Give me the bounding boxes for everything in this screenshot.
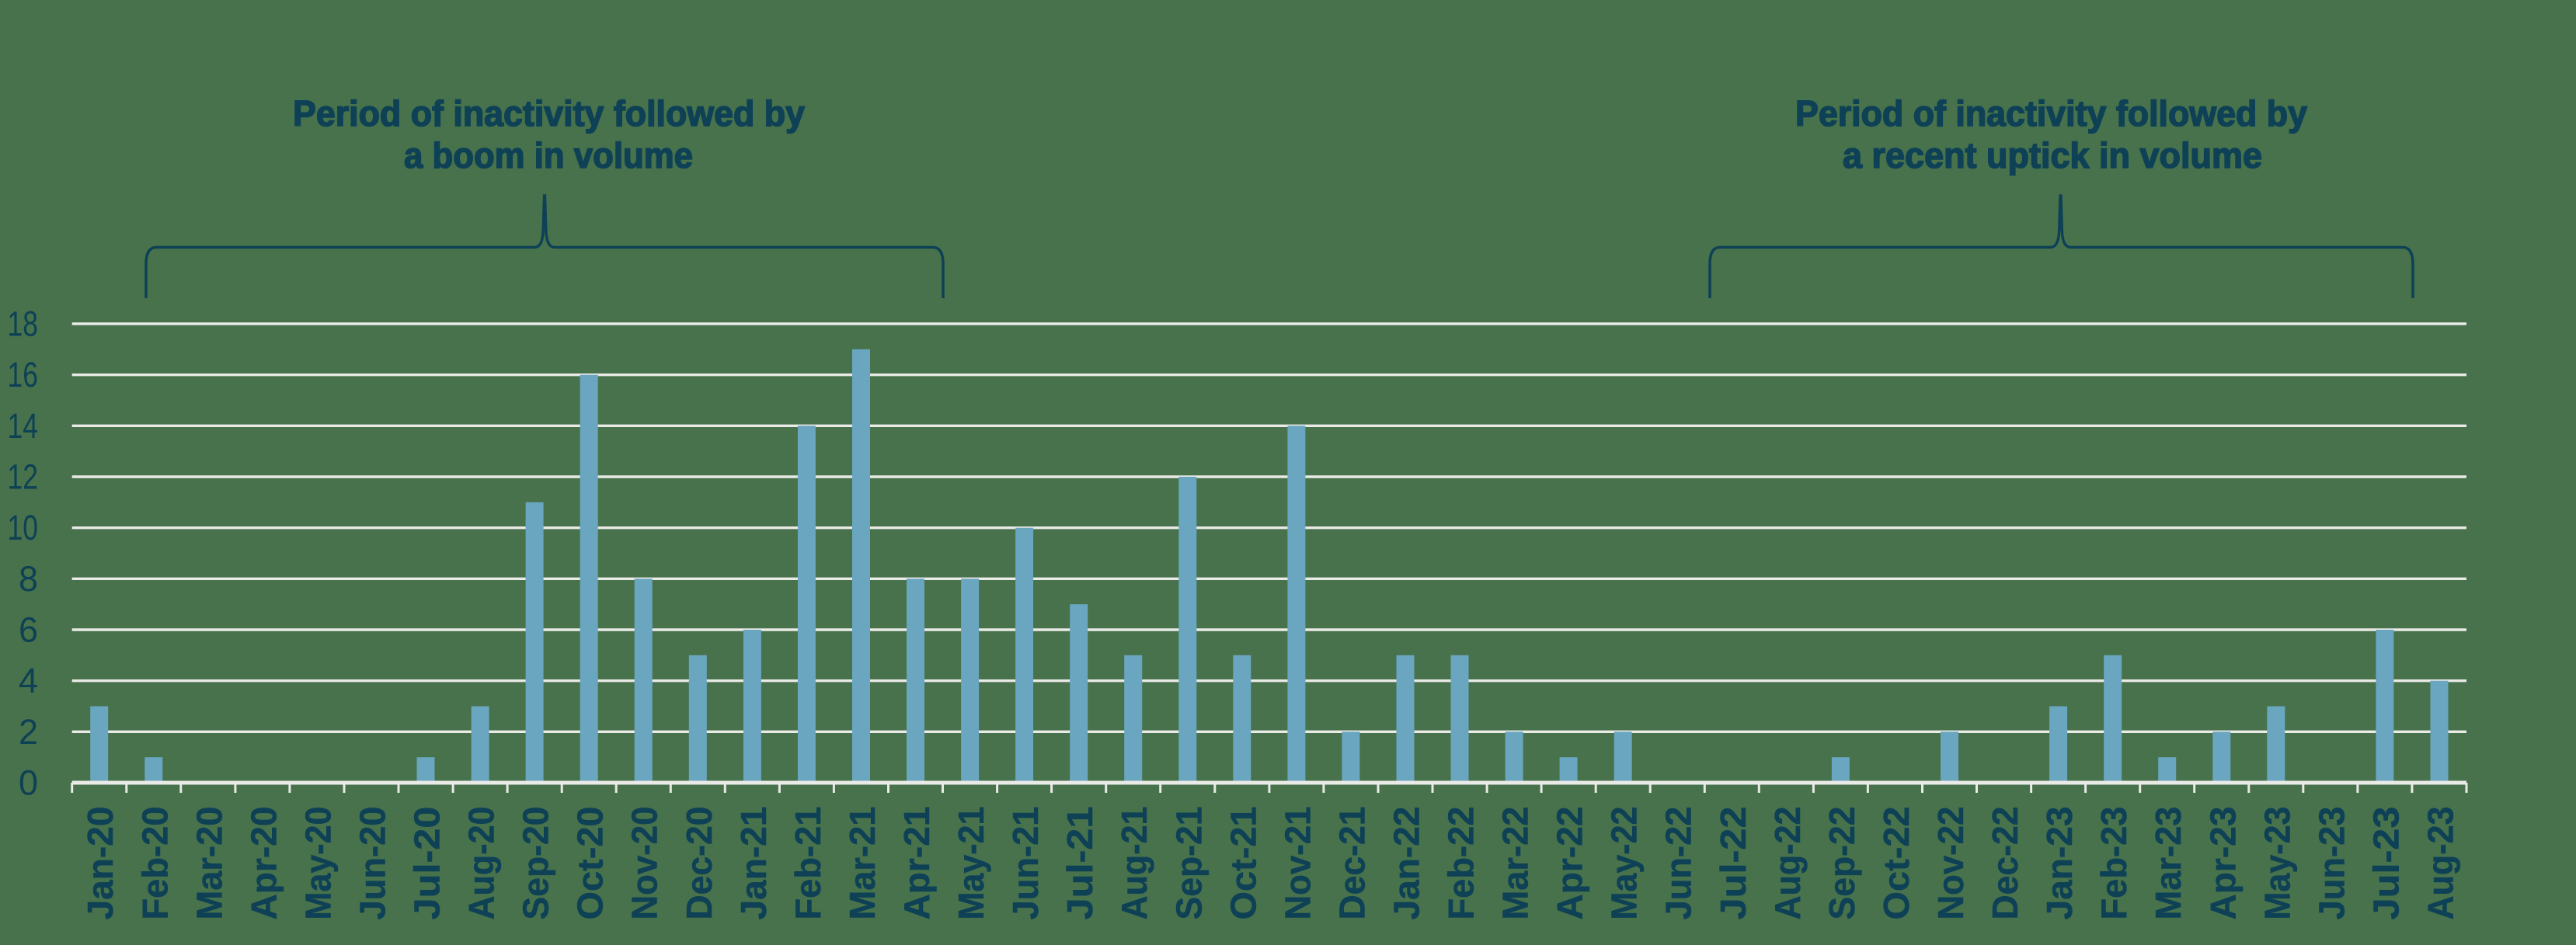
svg-text:4: 4 [19, 661, 38, 700]
svg-text:Nov-22: Nov-22 [1930, 807, 1971, 920]
svg-text:Sep-20: Sep-20 [516, 807, 556, 920]
svg-text:Jul-21: Jul-21 [1060, 807, 1100, 920]
svg-text:10: 10 [8, 508, 39, 547]
svg-text:Apr-20: Apr-20 [243, 807, 284, 920]
svg-text:2: 2 [19, 712, 38, 752]
svg-text:Mar-23: Mar-23 [2148, 807, 2188, 920]
svg-text:Oct-22: Oct-22 [1876, 807, 1916, 920]
svg-text:Aug-23: Aug-23 [2421, 807, 2461, 920]
svg-text:0: 0 [19, 763, 38, 803]
svg-text:Oct-20: Oct-20 [570, 807, 611, 920]
svg-text:12: 12 [8, 457, 39, 497]
svg-text:Dec-22: Dec-22 [1985, 807, 2025, 920]
svg-text:14: 14 [8, 406, 39, 446]
svg-text:Feb-20: Feb-20 [134, 807, 175, 920]
svg-text:Period of inactivity followed: Period of inactivity followed by [1795, 93, 2307, 134]
svg-text:Mar-20: Mar-20 [189, 807, 229, 920]
svg-text:Jun-20: Jun-20 [353, 807, 393, 920]
svg-text:Oct-21: Oct-21 [1223, 807, 1263, 920]
svg-text:a boom in volume: a boom in volume [404, 135, 693, 175]
svg-text:8: 8 [19, 559, 38, 599]
svg-text:Jul-22: Jul-22 [1713, 807, 1753, 920]
svg-text:6: 6 [19, 610, 38, 650]
svg-text:May-22: May-22 [1604, 807, 1645, 920]
svg-text:Aug-22: Aug-22 [1767, 807, 1808, 920]
svg-text:a recent uptick in volume: a recent uptick in volume [1843, 135, 2262, 175]
svg-text:Jan-22: Jan-22 [1387, 807, 1427, 920]
svg-text:Aug-20: Aug-20 [461, 807, 502, 920]
svg-text:Apr-23: Apr-23 [2202, 807, 2243, 920]
svg-text:Feb-22: Feb-22 [1441, 807, 1481, 920]
svg-text:Feb-21: Feb-21 [788, 807, 828, 920]
svg-text:Apr-22: Apr-22 [1550, 807, 1590, 920]
svg-text:Period of inactivity followed: Period of inactivity followed by [293, 93, 805, 134]
svg-text:Jan-23: Jan-23 [2039, 807, 2080, 920]
svg-text:Dec-20: Dec-20 [679, 807, 719, 920]
svg-text:Nov-20: Nov-20 [625, 807, 665, 920]
svg-text:Jan-20: Jan-20 [80, 807, 120, 920]
svg-text:Sep-21: Sep-21 [1168, 807, 1209, 920]
svg-text:May-20: May-20 [298, 807, 338, 920]
svg-text:Jun-22: Jun-22 [1659, 807, 1699, 920]
svg-text:Apr-21: Apr-21 [896, 807, 937, 920]
svg-text:Mar-21: Mar-21 [842, 807, 882, 920]
svg-text:18: 18 [8, 304, 39, 344]
svg-text:Aug-21: Aug-21 [1114, 807, 1154, 920]
svg-text:Nov-21: Nov-21 [1277, 807, 1318, 920]
svg-text:May-23: May-23 [2257, 807, 2297, 920]
svg-text:Jul-20: Jul-20 [407, 807, 447, 920]
svg-text:Jan-21: Jan-21 [733, 807, 774, 920]
svg-text:Jun-21: Jun-21 [1005, 807, 1046, 920]
svg-text:16: 16 [8, 355, 39, 394]
svg-text:Jun-23: Jun-23 [2311, 807, 2351, 920]
svg-text:May-21: May-21 [951, 807, 991, 920]
svg-text:Feb-23: Feb-23 [2094, 807, 2134, 920]
svg-text:Mar-22: Mar-22 [1495, 807, 1536, 920]
svg-text:Jul-23: Jul-23 [2365, 807, 2406, 920]
svg-text:Sep-22: Sep-22 [1822, 807, 1862, 920]
svg-text:Dec-21: Dec-21 [1332, 807, 1372, 920]
